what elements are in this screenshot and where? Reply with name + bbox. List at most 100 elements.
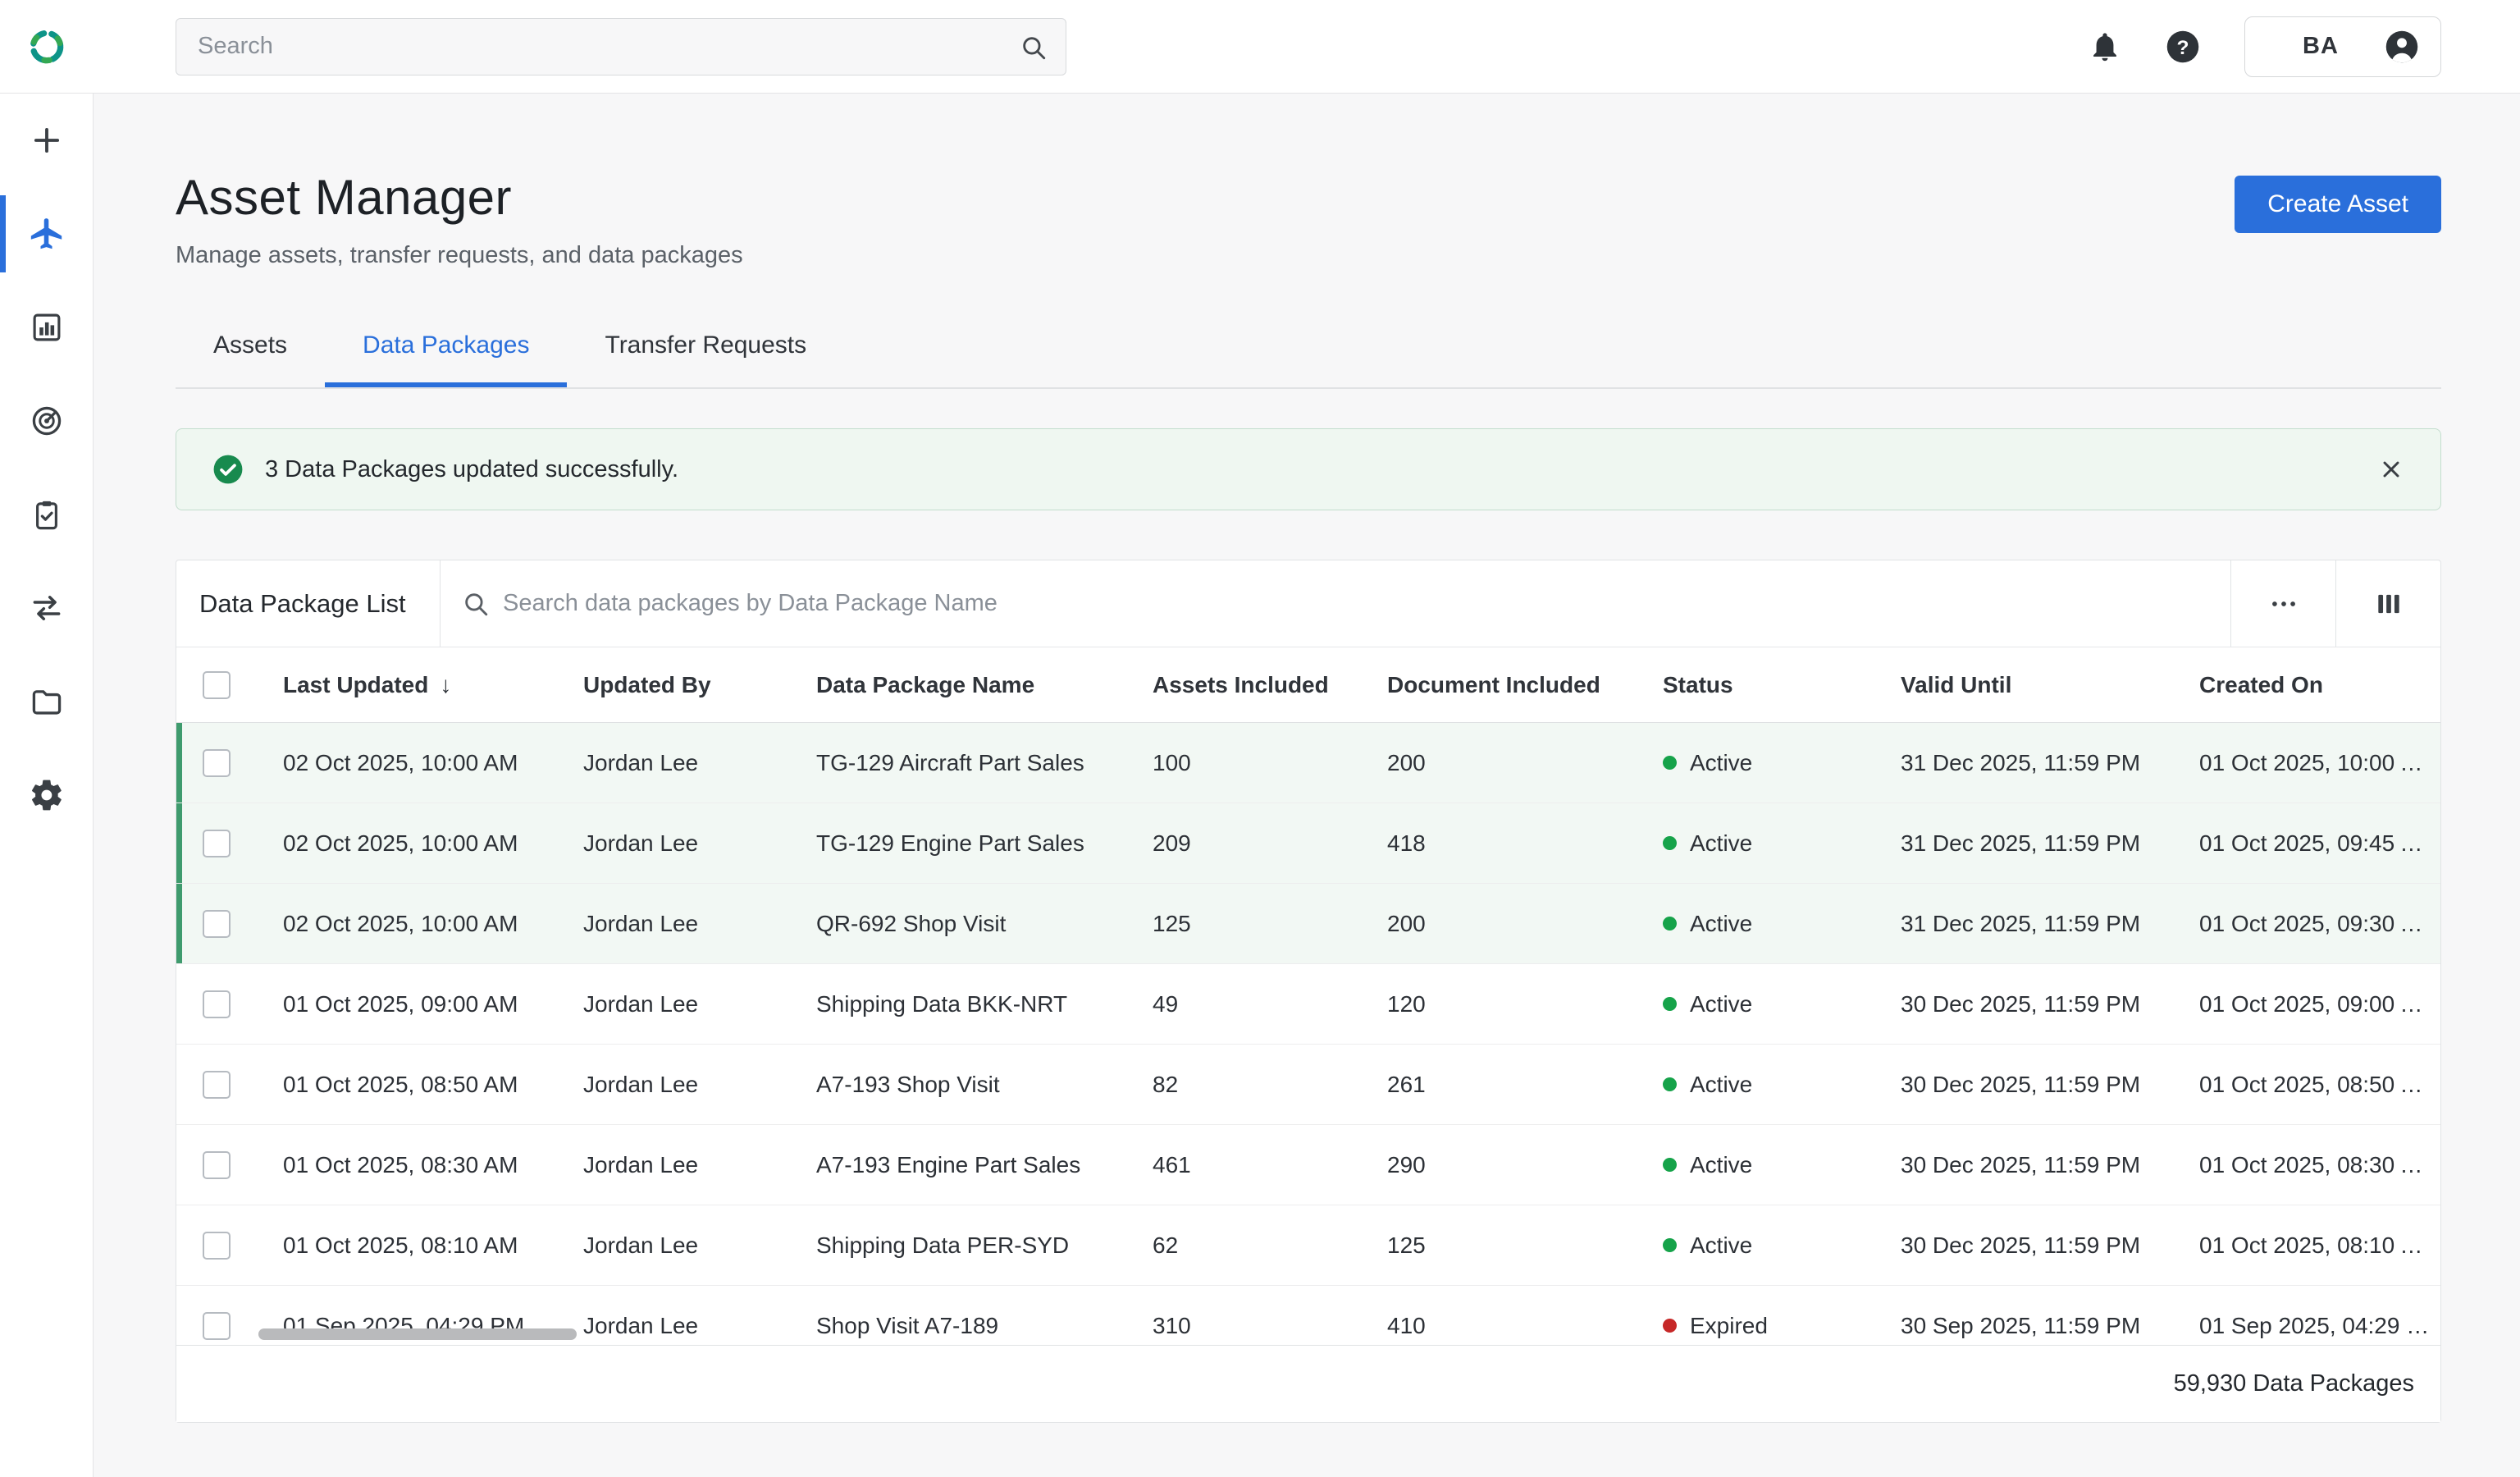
cell-created-on: 01 Oct 2025, 09:00 AM [2199,990,2435,1017]
card-header: Data Package List [176,560,2440,647]
tab-data-packages[interactable]: Data Packages [325,317,567,387]
account-menu[interactable]: BA [2244,16,2441,77]
tab-bar: Assets Data Packages Transfer Requests [176,317,2441,389]
columns-settings-button[interactable] [2335,560,2440,647]
status-dot [1663,756,1677,770]
cell-status: Active [1663,1232,1901,1259]
cell-valid-until: 30 Sep 2025, 11:59 PM [1901,1312,2141,1338]
sidebar-item-transfers[interactable] [0,561,93,655]
notifications-button[interactable] [2089,30,2121,63]
row-checkbox[interactable] [203,1311,231,1340]
bell-icon [2093,32,2116,61]
status-dot [1663,1238,1677,1252]
app-logo[interactable] [0,26,94,67]
row-checkbox[interactable] [203,748,231,777]
cell-document-included: 200 [1387,749,1426,775]
sidebar-item-create[interactable] [0,94,93,187]
cell-status: Active [1663,991,1901,1017]
page-title: Asset Manager [176,170,513,225]
list-search-input[interactable] [503,590,2230,617]
main-content: Asset Manager Manage assets, transfer re… [94,94,2520,1477]
overflow-menu-button[interactable] [2230,560,2335,647]
sidebar-item-assets[interactable] [0,187,93,281]
column-header-valid-until[interactable]: Valid Until [1901,671,2012,697]
cell-data-package-name: Shipping Data PER-SYD [816,1232,1070,1258]
table-row[interactable]: 02 Oct 2025, 10:00 AM Jordan Lee QR-692 … [176,884,2440,964]
cell-document-included: 290 [1387,1151,1426,1177]
sidebar-item-analytics[interactable] [0,281,93,374]
column-header-status[interactable]: Status [1663,671,1733,697]
gear-icon [31,780,62,811]
row-checkbox[interactable] [203,909,231,938]
cell-data-package-name: A7-193 Shop Visit [816,1071,1000,1097]
table-row[interactable]: 01 Oct 2025, 08:10 AM Jordan Lee Shippin… [176,1205,2440,1286]
column-header-updated-by[interactable]: Updated By [583,671,711,697]
cell-updated-by: Jordan Lee [583,1232,699,1258]
columns-icon [2377,594,2399,613]
cell-updated-by: Jordan Lee [583,990,699,1017]
cell-status: Active [1663,911,1901,937]
bar-chart-icon [33,313,60,341]
table-row[interactable]: 01 Oct 2025, 08:30 AM Jordan Lee A7-193 … [176,1125,2440,1205]
cell-data-package-name: TG-129 Aircraft Part Sales [816,749,1084,775]
column-header-assets-included[interactable]: Assets Included [1153,671,1329,697]
sidebar [0,94,94,1477]
table-row[interactable]: 02 Oct 2025, 10:00 AM Jordan Lee TG-129 … [176,803,2440,884]
status-label: Active [1690,910,1753,936]
cell-assets-included: 310 [1153,1312,1191,1338]
horizontal-scrollbar-thumb[interactable] [258,1328,577,1340]
status-label: Active [1690,749,1753,775]
cell-assets-included: 209 [1153,830,1191,856]
cell-data-package-name: TG-129 Engine Part Sales [816,830,1084,856]
column-header-last-updated[interactable]: Last Updated ↓ [283,671,452,697]
status-label: Expired [1690,1312,1768,1338]
check-circle-icon [213,455,243,484]
list-search [441,590,2230,618]
row-checkbox[interactable] [203,1231,231,1260]
cell-status: Active [1663,830,1901,857]
global-search-input[interactable] [176,18,1066,75]
row-checkbox[interactable] [203,1070,231,1099]
status-dot [1663,1158,1677,1172]
help-button[interactable]: ? [2166,30,2200,64]
topbar: ? BA [0,0,2520,94]
cell-created-on: 01 Oct 2025, 08:30 AM [2199,1151,2435,1177]
select-all-checkbox[interactable] [203,670,231,699]
column-header-document-included[interactable]: Document Included [1387,671,1600,697]
folder-icon [32,690,61,715]
cell-data-package-name: QR-692 Shop Visit [816,910,1007,936]
status-label: Active [1690,1071,1753,1097]
tab-transfer-requests[interactable]: Transfer Requests [567,317,844,387]
cell-last-updated: 01 Oct 2025, 08:30 AM [283,1151,518,1177]
column-header-created-on[interactable]: Created On [2199,671,2323,697]
status-label: Active [1690,1232,1753,1258]
cell-valid-until: 30 Dec 2025, 11:59 PM [1901,1232,2141,1258]
cell-assets-included: 49 [1153,990,1179,1017]
help-icon: ? [2166,30,2199,62]
create-asset-button[interactable]: Create Asset [2235,176,2441,233]
row-checkbox[interactable] [203,1150,231,1179]
close-icon [2383,461,2399,478]
row-checkbox[interactable] [203,829,231,857]
status-dot [1663,836,1677,850]
table-row[interactable]: 02 Oct 2025, 10:00 AM Jordan Lee TG-129 … [176,723,2440,803]
tab-assets[interactable]: Assets [176,317,325,387]
cell-document-included: 125 [1387,1232,1426,1258]
cell-document-included: 261 [1387,1071,1426,1097]
sidebar-item-settings[interactable] [0,748,93,842]
banner-close-button[interactable] [2378,456,2404,482]
table-row[interactable]: 01 Oct 2025, 08:50 AM Jordan Lee A7-193 … [176,1045,2440,1125]
cell-created-on: 01 Oct 2025, 09:45 AM [2199,830,2435,856]
column-header-data-package-name[interactable]: Data Package Name [816,671,1035,697]
plane-icon [30,218,62,249]
search-icon[interactable] [1020,34,1048,66]
overflow-menu-icon [2271,601,2295,606]
row-checkbox[interactable] [203,990,231,1018]
cell-document-included: 418 [1387,830,1426,856]
sidebar-item-tracking[interactable] [0,374,93,468]
table-row[interactable]: 01 Oct 2025, 09:00 AM Jordan Lee Shippin… [176,964,2440,1045]
table-header: Last Updated ↓ Updated By Data Package Na… [176,647,2440,723]
sidebar-item-tasks[interactable] [0,468,93,561]
sidebar-item-files[interactable] [0,655,93,748]
clipboard-check-icon [35,501,57,530]
